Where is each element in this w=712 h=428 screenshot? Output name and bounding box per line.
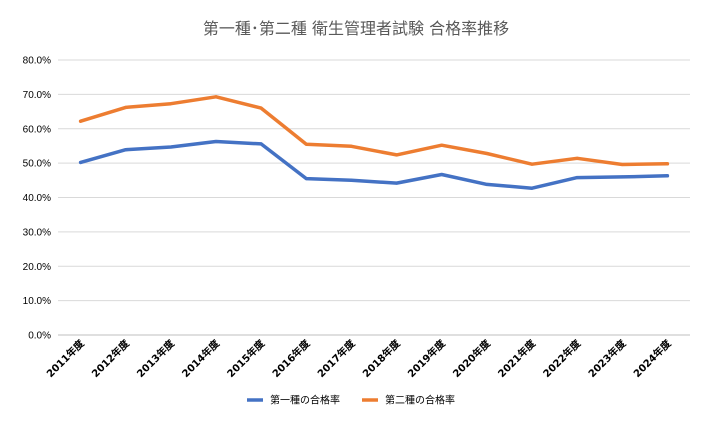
data-point bbox=[169, 145, 173, 149]
legend-label: 第一種の合格率 bbox=[270, 394, 340, 407]
data-point bbox=[169, 102, 173, 106]
data-point bbox=[214, 139, 218, 143]
y-tick-label: 20.0% bbox=[23, 262, 51, 273]
data-point bbox=[530, 186, 534, 190]
data-point bbox=[259, 142, 263, 146]
data-point bbox=[214, 95, 218, 99]
chart-title: 第一種･第二種 衛生管理者試験 合格率推移 bbox=[203, 19, 509, 38]
x-axis-ticks: 2011年度 2012年度 2013年度 2014年度 2015年度 2016年度 2017… bbox=[44, 336, 675, 380]
data-point bbox=[79, 119, 83, 123]
legend-label: 第二種の合格率 bbox=[385, 394, 455, 407]
y-tick-label: 10.0% bbox=[23, 296, 51, 307]
data-point bbox=[575, 156, 579, 160]
x-tick-label: 2011年度 bbox=[44, 336, 88, 380]
legend: 第一種の合格率 第二種の合格率 bbox=[247, 394, 455, 407]
data-point bbox=[259, 106, 263, 110]
y-tick-label: 30.0% bbox=[23, 227, 51, 238]
y-tick-label: 60.0% bbox=[23, 124, 51, 135]
series-lines bbox=[78, 95, 670, 190]
x-tick-label: 2014年度 bbox=[179, 336, 223, 380]
y-tick-label: 70.0% bbox=[23, 90, 51, 101]
data-point bbox=[485, 182, 489, 186]
data-point bbox=[530, 162, 534, 166]
data-point bbox=[124, 105, 128, 109]
x-tick-label: 2017年度 bbox=[315, 336, 359, 380]
data-point bbox=[124, 148, 128, 152]
y-tick-label: 50.0% bbox=[23, 159, 51, 170]
y-tick-label: 80.0% bbox=[23, 56, 51, 67]
x-tick-label: 2020年度 bbox=[450, 336, 494, 380]
series-line bbox=[78, 139, 670, 190]
data-point bbox=[575, 176, 579, 180]
data-point bbox=[485, 152, 489, 155]
data-point bbox=[440, 143, 444, 147]
data-point bbox=[304, 142, 308, 146]
data-point bbox=[349, 144, 353, 148]
series-line bbox=[78, 95, 670, 167]
y-tick-label: 0.0% bbox=[28, 331, 51, 342]
data-point bbox=[620, 175, 624, 179]
y-axis-ticks: 0.0% 10.0% 20.0% 30.0% 40.0% 50.0% 60.0% 70.0% 8… bbox=[23, 56, 51, 342]
x-tick-label: 2023年度 bbox=[585, 336, 629, 380]
data-point bbox=[665, 174, 669, 178]
data-point bbox=[349, 178, 353, 182]
gridlines bbox=[58, 59, 690, 336]
x-tick-label: 2013年度 bbox=[134, 336, 178, 380]
data-point bbox=[304, 177, 308, 181]
data-point bbox=[395, 153, 399, 157]
data-point bbox=[440, 172, 444, 176]
data-point bbox=[620, 163, 624, 166]
x-tick-label: 2022年度 bbox=[540, 336, 584, 380]
x-tick-label: 2021年度 bbox=[495, 336, 539, 380]
x-tick-label: 2012年度 bbox=[89, 336, 133, 380]
data-point bbox=[79, 160, 83, 164]
x-tick-label: 2015年度 bbox=[224, 336, 268, 380]
x-tick-label: 2019年度 bbox=[405, 336, 449, 380]
data-point bbox=[395, 181, 399, 185]
x-tick-label: 2016年度 bbox=[269, 336, 313, 380]
data-point bbox=[665, 162, 669, 166]
x-tick-label: 2024年度 bbox=[631, 336, 675, 380]
y-tick-label: 40.0% bbox=[23, 193, 51, 204]
x-tick-label: 2018年度 bbox=[360, 336, 404, 380]
